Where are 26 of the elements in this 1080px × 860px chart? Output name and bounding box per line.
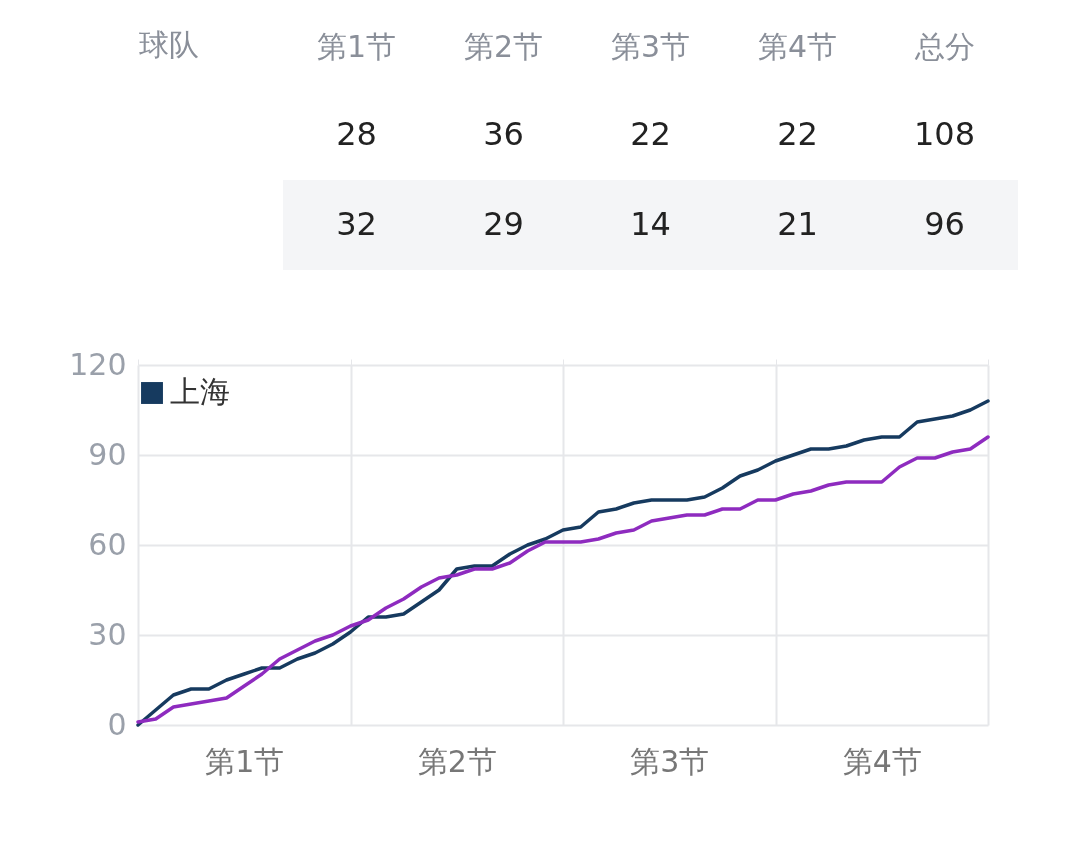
data-label: 14 (630, 205, 671, 243)
data-label: 21 (777, 205, 818, 243)
y-tick-label: 60 (88, 526, 127, 562)
data-label: 96 (924, 205, 965, 243)
y-tick-label: 90 (88, 436, 127, 472)
y-tick-label: 30 (88, 616, 127, 652)
x-tick-label: 第3节 (630, 743, 710, 779)
x-tick-label: 第4节 (842, 743, 922, 779)
x-tick-label: 第1节 (316, 28, 397, 64)
x-tick-label: 第4节 (757, 28, 838, 64)
x-tick-label: 第2节 (463, 28, 544, 64)
data-label: 22 (777, 115, 818, 153)
x-tick-label: 总分 (913, 28, 975, 64)
y-axis-title: 球队 (138, 26, 199, 62)
x-tick-label: 第2节 (417, 743, 497, 779)
data-label: 108 (913, 115, 976, 153)
data-label: 28 (336, 115, 377, 153)
data-label: 32 (336, 205, 377, 243)
data-label: 22 (630, 115, 671, 153)
y-tick-label: 120 (69, 346, 127, 382)
y-tick-label: 0 (107, 706, 127, 742)
legend-label: 上海 (170, 374, 230, 409)
data-label: 29 (483, 205, 524, 243)
data-label: 36 (483, 115, 524, 153)
x-tick-label: 第3节 (610, 28, 691, 64)
x-tick-label: 第1节 (205, 743, 285, 779)
